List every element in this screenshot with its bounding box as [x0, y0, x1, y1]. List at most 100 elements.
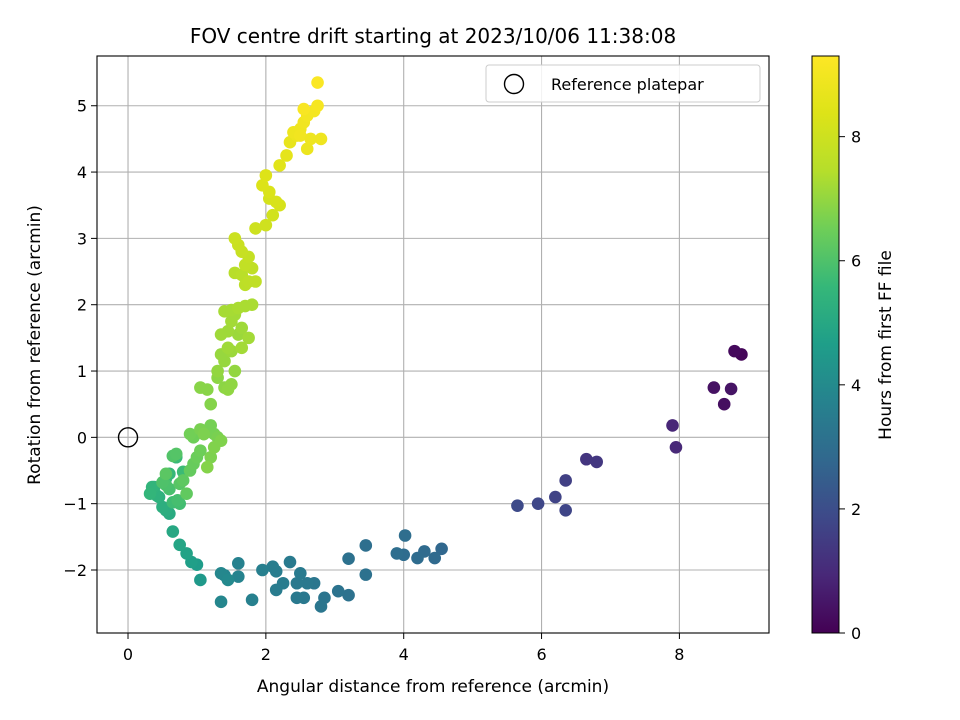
data-point: [180, 547, 193, 560]
data-point: [176, 474, 190, 487]
y-axis-title: Rotation from reference (arcmin): [25, 205, 45, 485]
data-point: [300, 142, 314, 156]
data-point: [294, 129, 307, 142]
data-point: [249, 275, 262, 288]
data-point: [559, 504, 572, 517]
data-point: [269, 583, 283, 597]
y-tick-label: 0: [77, 428, 87, 447]
colorbar: 0 2 4 6 8 Hours from first FF file: [811, 55, 896, 643]
data-point: [231, 557, 245, 570]
data-point: [214, 328, 228, 341]
data-point: [511, 499, 524, 512]
data-point: [235, 321, 249, 335]
data-point: [180, 487, 193, 501]
data-point: [669, 440, 683, 454]
x-axis-title: Angular distance from reference (arcmin): [257, 677, 609, 697]
data-point: [297, 102, 311, 116]
x-tick-label: 0: [123, 645, 133, 664]
data-point: [221, 341, 235, 355]
x-tick-label: 4: [399, 645, 409, 664]
x-tick-label: 8: [674, 645, 684, 664]
colorbar-gradient: [811, 55, 840, 634]
data-point: [159, 467, 173, 481]
data-point: [549, 490, 562, 504]
data-point: [266, 208, 280, 222]
plot-area: [96, 55, 770, 634]
data-point: [273, 159, 286, 172]
legend: Reference platepar: [485, 64, 761, 103]
data-point: [225, 377, 238, 391]
data-point: [194, 573, 207, 587]
data-point: [211, 364, 224, 378]
data-point: [666, 419, 679, 432]
data-point: [200, 383, 214, 396]
legend-box: [485, 64, 761, 103]
data-point: [266, 560, 280, 573]
y-axis-ticks: −2 −1 0 1 2 3 4 5: [63, 97, 97, 580]
data-point: [717, 397, 731, 411]
data-point: [728, 344, 741, 358]
data-point: [166, 525, 180, 538]
data-point: [249, 222, 262, 235]
data-point: [204, 397, 218, 411]
x-axis-ticks: 0 2 4 6 8: [123, 633, 684, 664]
y-tick-label: 3: [77, 229, 87, 248]
data-point: [398, 529, 412, 542]
plot-background: [97, 56, 769, 633]
y-tick-label: −2: [63, 561, 87, 580]
data-point: [290, 576, 304, 590]
data-point: [559, 474, 572, 487]
data-point: [342, 588, 355, 602]
y-tick-label: 2: [77, 296, 87, 315]
data-point: [228, 364, 242, 378]
data-points: [143, 76, 748, 613]
colorbar-tick-label: 0: [851, 624, 861, 643]
data-point: [580, 452, 593, 466]
data-point: [280, 149, 293, 162]
data-point: [435, 542, 448, 556]
reference-platepar-marker: [117, 427, 139, 448]
data-point: [411, 551, 424, 565]
colorbar-label: Hours from first FF file: [876, 250, 896, 440]
data-point: [314, 132, 328, 146]
data-point: [143, 487, 157, 501]
x-tick-label: 2: [261, 645, 271, 664]
legend-marker-reference: [503, 73, 525, 95]
legend-label-reference: Reference platepar: [551, 75, 704, 94]
data-point: [311, 99, 324, 113]
data-point: [245, 298, 259, 312]
data-point: [342, 552, 355, 566]
data-point: [311, 76, 324, 89]
data-point: [359, 539, 373, 552]
data-point: [228, 232, 242, 245]
plot-frame: [96, 55, 770, 634]
data-point: [256, 179, 269, 192]
data-point: [259, 218, 273, 232]
data-point: [269, 195, 283, 209]
data-point: [359, 568, 373, 581]
data-point: [256, 563, 269, 577]
data-point: [304, 132, 317, 146]
data-point: [171, 494, 184, 507]
colorbar-ticks: 0 2 4 6 8: [839, 128, 861, 643]
colorbar-tick-label: 4: [851, 376, 861, 395]
data-point: [214, 595, 228, 609]
data-point: [183, 427, 197, 441]
data-point: [156, 500, 169, 514]
y-tick-label: 4: [77, 163, 87, 182]
data-point: [590, 455, 603, 469]
data-point: [242, 331, 255, 345]
y-tick-label: 1: [77, 362, 87, 381]
colorbar-tick-label: 8: [851, 128, 861, 147]
data-point: [214, 434, 228, 447]
data-point: [194, 444, 207, 457]
data-point: [235, 341, 249, 355]
grid: [97, 56, 769, 633]
data-point: [331, 584, 345, 598]
data-point: [245, 593, 259, 607]
data-point: [259, 169, 273, 182]
chart-title: FOV centre drift starting at 2023/10/06 …: [190, 24, 676, 48]
data-point: [169, 447, 183, 461]
data-point: [724, 382, 738, 396]
colorbar-tick-label: 2: [851, 500, 861, 519]
